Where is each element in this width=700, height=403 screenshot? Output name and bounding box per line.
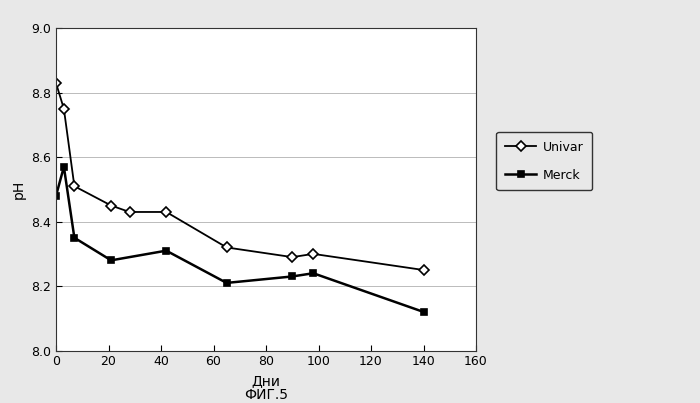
Line: Merck: Merck xyxy=(52,163,427,316)
Line: Univar: Univar xyxy=(52,79,427,274)
Merck xyxy=(60,164,68,169)
Text: ФИГ.5: ФИГ.5 xyxy=(244,388,288,402)
Univar xyxy=(52,81,60,85)
Y-axis label: pH: pH xyxy=(12,180,26,199)
Univar xyxy=(419,268,428,272)
Legend: Univar, Merck: Univar, Merck xyxy=(496,132,592,191)
Merck xyxy=(70,235,78,240)
Merck xyxy=(162,248,171,253)
Univar xyxy=(125,210,134,214)
X-axis label: Дни: Дни xyxy=(251,374,281,388)
Merck xyxy=(309,271,318,276)
Univar xyxy=(107,203,116,208)
Univar xyxy=(309,251,318,256)
Merck xyxy=(107,258,116,263)
Merck xyxy=(223,280,231,285)
Univar xyxy=(70,184,78,189)
Merck xyxy=(288,274,297,279)
Univar xyxy=(288,255,297,260)
Univar xyxy=(60,106,68,111)
Univar xyxy=(223,245,231,250)
Univar xyxy=(162,210,171,214)
Merck xyxy=(52,193,60,198)
Merck xyxy=(419,310,428,314)
